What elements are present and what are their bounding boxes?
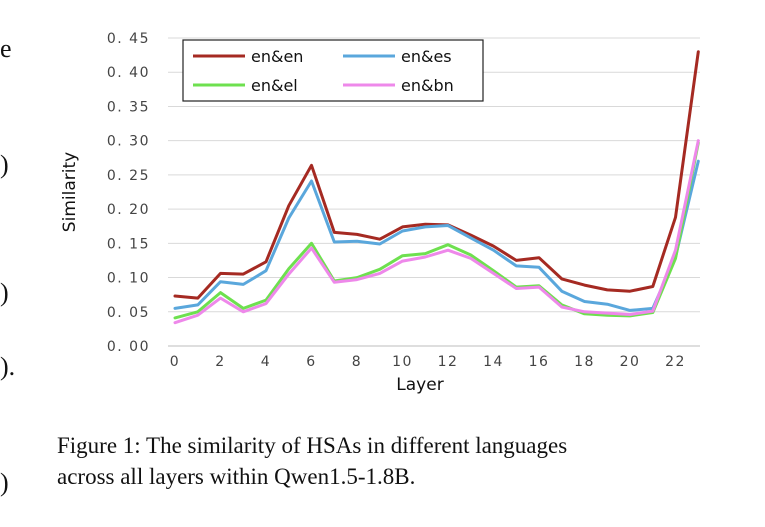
margin-fragment-1: e [0, 34, 12, 63]
x-tick-label: 20 [620, 354, 641, 370]
figure-caption: Figure 1: The similarity of HSAs in diff… [57, 430, 757, 492]
margin-fragment-4: ). [0, 352, 16, 381]
margin-fragment-3: ) [0, 278, 9, 307]
x-tick-label: 4 [261, 354, 271, 370]
x-tick-label: 2 [215, 354, 225, 370]
margin-fragment-5: ) [0, 468, 9, 497]
margin-fragment-2: ) [0, 150, 9, 179]
legend: en&en en&es en&el en&bn [182, 39, 484, 102]
y-tick-label: 0. 45 [107, 31, 150, 47]
x-tick-label: 14 [483, 354, 504, 370]
x-tick-label: 10 [392, 354, 413, 370]
legend-label: en&bn [401, 76, 454, 95]
series-lines [173, 50, 700, 325]
y-tick-label: 0. 15 [107, 236, 150, 252]
series-line-en-bn [173, 139, 700, 325]
legend-label: en&en [251, 47, 303, 66]
series-line-en-el [173, 141, 700, 320]
x-tick-label: 22 [665, 354, 686, 370]
y-tick-label: 0. 40 [107, 65, 150, 81]
legend-label: en&es [401, 47, 452, 66]
y-tick-labels: 0. 00 0. 05 0. 10 0. 15 0. 20 0. 25 0. 30 0. 35… [107, 31, 150, 355]
x-tick-label: 6 [306, 354, 316, 370]
y-axis-title: Similarity [60, 152, 80, 232]
series-line-en-es [173, 159, 700, 312]
line-chart: 0. 00 0. 05 0. 10 0. 15 0. 20 0. 25 0. 30 0. 35… [60, 31, 700, 395]
y-tick-label: 0. 10 [107, 271, 150, 287]
y-tick-label: 0. 05 [107, 305, 150, 321]
caption-line-1: Figure 1: The similarity of HSAs in diff… [57, 433, 568, 458]
y-tick-label: 0. 35 [107, 99, 150, 115]
series-line-en-en [173, 50, 700, 300]
x-tick-label: 16 [529, 354, 550, 370]
caption-line-2: across all layers within Qwen1.5-1.8B. [57, 464, 416, 489]
y-tick-label: 0. 00 [107, 339, 150, 355]
x-tick-label: 0 [170, 354, 180, 370]
legend-label: en&el [251, 76, 298, 95]
x-tick-labels: 0 2 4 6 8 10 12 14 16 18 20 22 [170, 354, 686, 370]
x-axis-title: Layer [396, 375, 443, 395]
y-tick-label: 0. 30 [107, 134, 150, 150]
y-tick-label: 0. 25 [107, 168, 150, 184]
y-tick-label: 0. 20 [107, 202, 150, 218]
x-tick-label: 18 [574, 354, 595, 370]
x-tick-label: 12 [438, 354, 459, 370]
x-tick-label: 8 [352, 354, 362, 370]
legend-box [182, 39, 484, 102]
